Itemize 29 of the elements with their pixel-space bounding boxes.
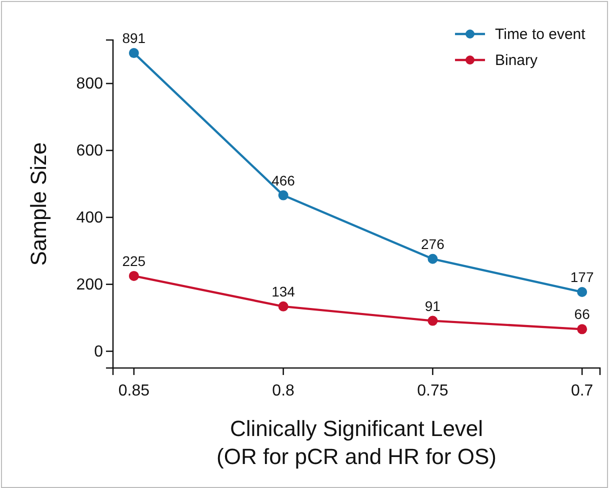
y-tick-label: 0 — [94, 343, 104, 360]
data-label: 466 — [272, 172, 296, 188]
legend-label: Time to event — [495, 26, 586, 43]
y-tick-label: 200 — [76, 276, 104, 294]
point — [428, 316, 438, 326]
point — [128, 48, 139, 58]
y-tick-label: 800 — [76, 76, 104, 93]
x-tick-label: 0.85 — [118, 382, 150, 400]
data-label: 891 — [122, 30, 146, 46]
point — [577, 287, 588, 298]
data-label: 276 — [421, 236, 445, 252]
data-label: 91 — [424, 298, 441, 314]
data-label: 225 — [122, 252, 146, 269]
point — [428, 254, 438, 264]
x-axis-title: Clinically Significant Level (OR for pCR and HR for OS) — [216, 416, 496, 469]
x-tick-label: 0.75 — [417, 382, 448, 400]
x-tick-label: 0.7 — [570, 382, 594, 400]
point — [128, 270, 139, 281]
legend-label: Binary — [495, 52, 538, 69]
point — [577, 324, 588, 334]
y-axis-title: Sample Size — [26, 142, 51, 266]
data-label: 66 — [574, 306, 590, 322]
y-tick-label: 400 — [76, 210, 104, 227]
point — [278, 301, 288, 312]
data-label: 134 — [272, 283, 296, 300]
data-label: 177 — [570, 269, 594, 286]
x-tick-label: 0.8 — [272, 382, 295, 400]
y-tick-label: 600 — [76, 142, 104, 160]
point — [278, 190, 288, 200]
